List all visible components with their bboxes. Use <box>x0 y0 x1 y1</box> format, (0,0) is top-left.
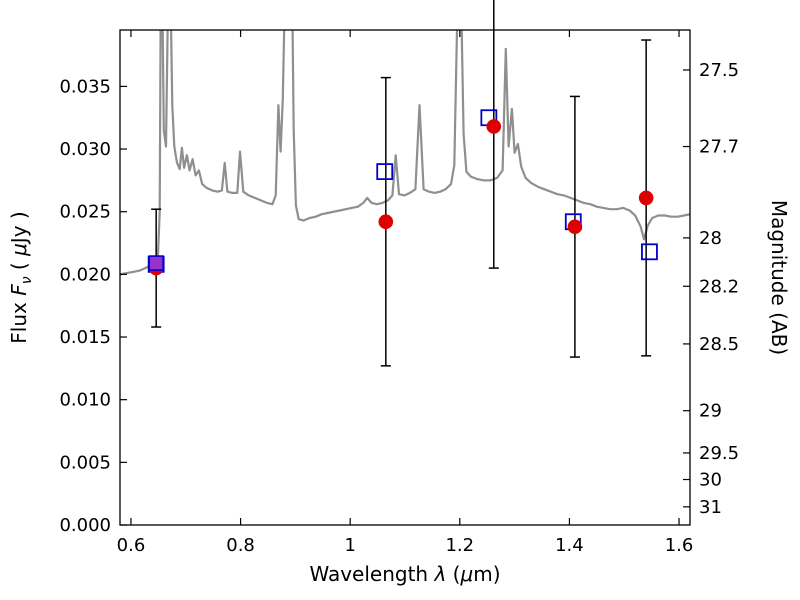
spectrum-line <box>120 30 690 276</box>
y-tick-label-left: 0.025 <box>59 202 111 223</box>
y-tick-label-left: 0.010 <box>59 390 111 411</box>
x-tick-label: 1.6 <box>665 535 694 556</box>
y-tick-label-right: 29 <box>699 401 722 422</box>
y-tick-label-left: 0.005 <box>59 452 111 473</box>
overlay-square-point <box>148 255 164 271</box>
y-tick-label-right: 28 <box>699 228 722 249</box>
y-tick-label-left: 0.000 <box>59 515 111 536</box>
x-tick-label: 1.4 <box>555 535 584 556</box>
y-tick-label-right: 28.2 <box>699 276 739 297</box>
plot-frame <box>119 29 691 526</box>
x-tick-label: 0.8 <box>226 535 255 556</box>
y-tick-label-left: 0.015 <box>59 327 111 348</box>
y-axis-label-right: Magnitude (AB) <box>767 200 791 355</box>
y-tick-label-right: 29.5 <box>699 443 739 464</box>
observed-photometry-point <box>638 190 654 206</box>
observed-photometry-point <box>378 214 394 230</box>
model-photometry-point <box>376 163 394 181</box>
y-tick-label-right: 30 <box>699 470 722 491</box>
x-tick-label: 1.2 <box>445 535 474 556</box>
observed-photometry-point <box>486 119 502 134</box>
y-tick-label-right: 27.5 <box>699 60 739 81</box>
x-tick-label: 1 <box>344 535 355 556</box>
y-axis-label-left: Flux Fν ( μJy ) <box>7 211 35 343</box>
model-photometry-point <box>641 243 658 261</box>
x-axis-label: Wavelength λ (μm) <box>309 562 500 586</box>
y-tick-label-right: 31 <box>699 497 722 518</box>
error-bar <box>488 0 499 269</box>
y-tick-label-right: 28.5 <box>699 334 739 355</box>
y-tick-label-right: 27.7 <box>699 137 739 158</box>
x-tick-label: 0.6 <box>117 535 146 556</box>
y-tick-label-left: 0.035 <box>59 76 111 97</box>
y-tick-label-left: 0.030 <box>59 139 111 160</box>
y-tick-label-left: 0.020 <box>59 264 111 285</box>
observed-photometry-point <box>567 219 583 235</box>
